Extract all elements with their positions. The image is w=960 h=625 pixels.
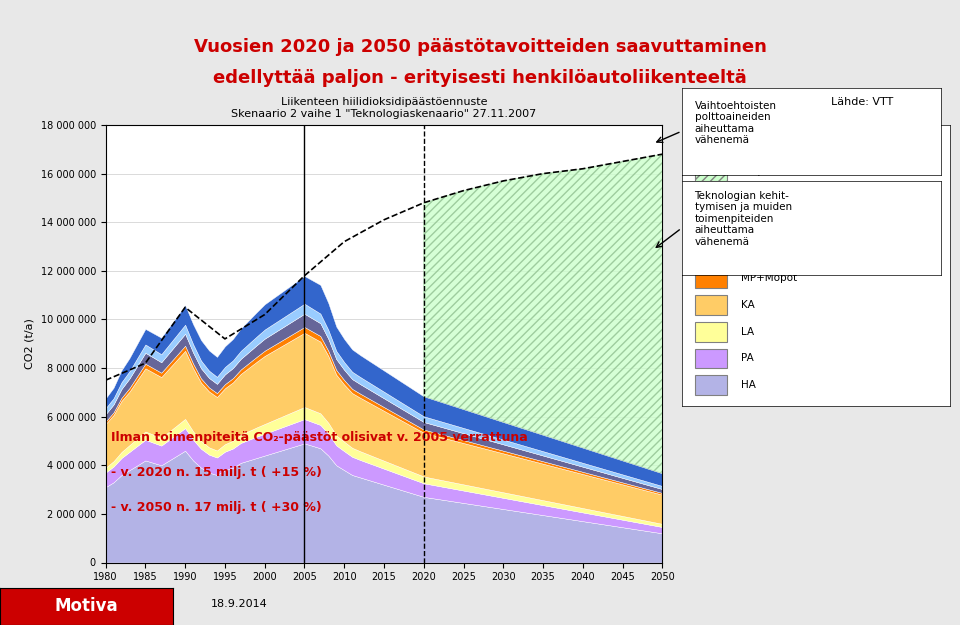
Text: edellyttää paljon - erityisesti henkilöautoliikenteeltä: edellyttää paljon - erityisesti henkilöa… (213, 69, 747, 87)
Text: 18.9.2014: 18.9.2014 (211, 599, 268, 609)
Text: Vesiliikenne: Vesiliikenne (741, 220, 803, 230)
Text: Motiva: Motiva (55, 598, 118, 615)
Text: Vaihtoehtoisten
polttoaineiden
aiheuttama
vähenemä: Vaihtoehtoisten polttoaineiden aiheuttam… (694, 101, 777, 146)
Text: Teknologian kehit-
tymisen ja muiden
toimenpiteiden
aiheuttama
vähenemä: Teknologian kehit- tymisen ja muiden toi… (694, 191, 792, 247)
Text: Tmp. vaikutus: Tmp. vaikutus (741, 166, 814, 176)
Text: - v. 2020 n. 15 milj. t ( +15 %): - v. 2020 n. 15 milj. t ( +15 %) (111, 466, 322, 479)
Text: Ilman toimenpiteitä CO₂-päästöt olisivat v. 2005 verrattuna: Ilman toimenpiteitä CO₂-päästöt olisivat… (111, 431, 528, 444)
Text: KA: KA (741, 300, 755, 310)
FancyBboxPatch shape (695, 322, 728, 341)
Text: Junat: Junat (741, 246, 767, 256)
Text: Ilmaliikenne: Ilmaliikenne (741, 193, 804, 203)
Text: Lähde: VTT: Lähde: VTT (830, 97, 893, 107)
Text: - v. 2050 n. 17 milj. t ( +30 %): - v. 2050 n. 17 milj. t ( +30 %) (111, 501, 322, 514)
Title: Liikenteen hiilidioksidipäästöennuste
Skenaario 2 vaihe 1 "Teknologiaskenaario" : Liikenteen hiilidioksidipäästöennuste Sk… (231, 97, 537, 119)
FancyBboxPatch shape (695, 269, 728, 288)
Text: LA: LA (741, 327, 754, 337)
Text: PA: PA (741, 354, 754, 363)
Y-axis label: CO2 (t/a): CO2 (t/a) (25, 318, 35, 369)
FancyBboxPatch shape (695, 161, 728, 181)
FancyBboxPatch shape (695, 215, 728, 234)
FancyBboxPatch shape (695, 295, 728, 315)
Text: Ve. pa vaikutus: Ve. pa vaikutus (741, 139, 821, 149)
Text: HA: HA (741, 380, 756, 390)
FancyBboxPatch shape (695, 188, 728, 208)
FancyBboxPatch shape (695, 375, 728, 395)
Text: MP+Mopot: MP+Mopot (741, 273, 797, 283)
FancyBboxPatch shape (695, 349, 728, 368)
FancyBboxPatch shape (695, 135, 728, 154)
FancyBboxPatch shape (695, 242, 728, 261)
Text: Vuosien 2020 ja 2050 päästötavoitteiden saavuttaminen: Vuosien 2020 ja 2050 päästötavoitteiden … (194, 38, 766, 56)
